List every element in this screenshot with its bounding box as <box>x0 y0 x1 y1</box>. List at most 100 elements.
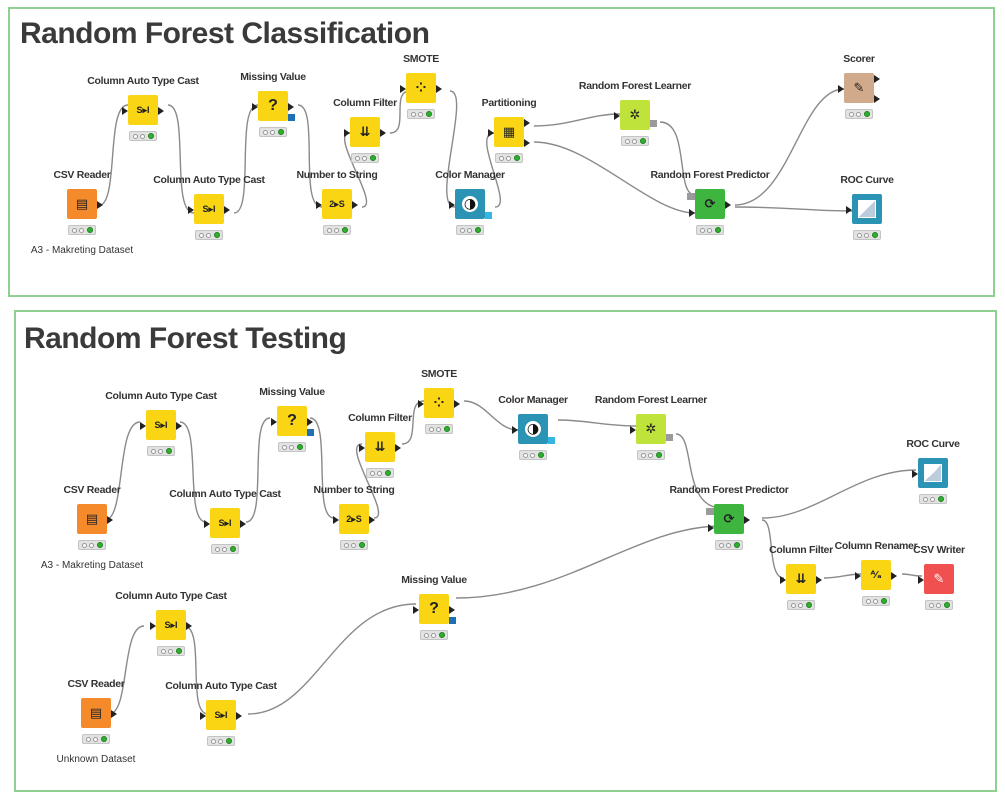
node-status-traffic-light <box>862 596 890 606</box>
node-label: CSV Reader <box>63 484 121 496</box>
node-roc-curve[interactable]: ROC Curve <box>868 438 998 522</box>
node-color-manager[interactable]: Color Manager ◑ <box>468 394 598 478</box>
node-label: Column Auto Type Cast <box>165 680 277 692</box>
color-drop-icon: ◑ <box>518 414 548 444</box>
node-status-traffic-light <box>787 600 815 610</box>
node-status-traffic-light <box>853 230 881 240</box>
node-column-auto-type-cast[interactable]: Column Auto Type Cast S▸I <box>106 590 236 674</box>
type-cast-icon: S▸I <box>156 610 186 640</box>
node-label: Partitioning <box>481 97 537 109</box>
node-label: CSV Reader <box>67 678 125 690</box>
node-status-traffic-light <box>425 424 453 434</box>
node-random-forest-predictor[interactable]: Random Forest Predictor ⟳ <box>664 484 794 568</box>
roc-icon <box>852 194 882 224</box>
node-missing-value[interactable]: Missing Value ? <box>369 574 499 658</box>
tree-learner-icon: ✲ <box>636 414 666 444</box>
node-status-traffic-light <box>351 153 379 163</box>
node-status-traffic-light <box>147 446 175 456</box>
node-label: Column Filter <box>333 97 397 109</box>
node-label: Random Forest Predictor <box>669 484 789 496</box>
node-label: Random Forest Learner <box>578 80 692 92</box>
node-label: CSV Writer <box>913 544 965 556</box>
node-scorer[interactable]: Scorer ✎ <box>794 53 924 137</box>
node-column-auto-type-cast[interactable]: Column Auto Type Cast S▸I <box>156 680 286 764</box>
node-roc-curve[interactable]: ROC Curve <box>802 174 932 258</box>
node-status-traffic-light <box>323 225 351 235</box>
node-color-manager[interactable]: Color Manager ◑ <box>405 169 535 253</box>
tree-learner-icon: ✲ <box>620 100 650 130</box>
node-status-traffic-light <box>621 136 649 146</box>
workflow-panel-classification: Random Forest Classification CSV Reader … <box>8 7 995 297</box>
node-label: Missing Value <box>240 71 306 83</box>
node-csv-reader[interactable]: CSV Reader ▤ A3 - Makreting Dataset <box>27 484 157 571</box>
scatter-icon: ⁘ <box>424 388 454 418</box>
convert-icon: 2▸S <box>322 189 352 219</box>
type-cast-icon: S▸I <box>146 410 176 440</box>
node-label: Column Filter <box>348 412 412 424</box>
node-label: Missing Value <box>401 574 467 586</box>
node-column-auto-type-cast[interactable]: Column Auto Type Cast S▸I <box>144 174 274 258</box>
node-column-renamer[interactable]: Column Renamer ᴬ⁄ₐ <box>811 540 941 624</box>
node-annotation: Unknown Dataset <box>56 754 136 765</box>
question-icon: ? <box>258 91 288 121</box>
scorer-icon: ✎ <box>844 73 874 103</box>
node-smote[interactable]: SMOTE ⁘ <box>356 53 486 137</box>
node-status-traffic-light <box>207 736 235 746</box>
node-csv-writer[interactable]: CSV Writer ✎ <box>874 544 1004 628</box>
node-label: Color Manager <box>498 394 568 406</box>
node-status-traffic-light <box>68 225 96 235</box>
node-csv-reader[interactable]: CSV Reader ▤ A3 - Makreting Dataset <box>17 169 147 256</box>
node-label: Random Forest Learner <box>594 394 708 406</box>
node-status-traffic-light <box>845 109 873 119</box>
node-missing-value[interactable]: Missing Value ? <box>208 71 338 155</box>
node-status-traffic-light <box>259 127 287 137</box>
tree-predictor-icon: ⟳ <box>714 504 744 534</box>
node-partitioning[interactable]: Partitioning ▦ <box>444 97 574 181</box>
node-label: Column Auto Type Cast <box>169 488 281 500</box>
grid-icon: ▦ <box>494 117 524 147</box>
workflow-panel-testing: Random Forest Testing CSV Reader ▤ <box>14 310 997 792</box>
node-status-traffic-light <box>456 225 484 235</box>
question-icon: ? <box>277 406 307 436</box>
node-status-traffic-light <box>82 734 110 744</box>
node-status-traffic-light <box>366 468 394 478</box>
type-cast-icon: S▸I <box>194 194 224 224</box>
node-column-filter[interactable]: Column Filter ⇊ <box>300 97 430 181</box>
node-label: Missing Value <box>259 386 325 398</box>
node-label: Column Filter <box>769 544 833 556</box>
node-missing-value[interactable]: Missing Value ? <box>227 386 357 470</box>
node-label: SMOTE <box>403 53 439 65</box>
node-status-traffic-light <box>637 450 665 460</box>
node-status-traffic-light <box>420 630 448 640</box>
tree-predictor-icon: ⟳ <box>695 189 725 219</box>
node-status-traffic-light <box>919 494 947 504</box>
node-column-filter[interactable]: Column Filter ⇊ <box>315 412 445 496</box>
node-status-traffic-light <box>211 544 239 554</box>
node-random-forest-learner[interactable]: Random Forest Learner ✲ <box>570 80 700 164</box>
node-number-to-string[interactable]: Number to String 2▸S <box>272 169 402 253</box>
node-random-forest-learner[interactable]: Random Forest Learner ✲ <box>586 394 716 478</box>
type-cast-icon: S▸I <box>210 508 240 538</box>
node-annotation: A3 - Makreting Dataset <box>30 245 134 256</box>
node-annotation: A3 - Makreting Dataset <box>40 560 144 571</box>
node-status-traffic-light <box>129 131 157 141</box>
node-status-traffic-light <box>278 442 306 452</box>
node-random-forest-predictor[interactable]: Random Forest Predictor ⟳ <box>645 169 775 253</box>
node-number-to-string[interactable]: Number to String 2▸S <box>289 484 419 568</box>
node-label: Column Auto Type Cast <box>115 590 227 602</box>
node-column-auto-type-cast[interactable]: Column Auto Type Cast S▸I <box>96 390 226 474</box>
node-label: Scorer <box>843 53 875 65</box>
question-icon: ? <box>419 594 449 624</box>
node-column-auto-type-cast[interactable]: Column Auto Type Cast S▸I <box>160 488 290 572</box>
node-column-auto-type-cast[interactable]: Column Auto Type Cast S▸I <box>78 75 208 159</box>
node-csv-reader-unknown[interactable]: CSV Reader ▤ Unknown Dataset <box>31 678 161 765</box>
roc-icon <box>918 458 948 488</box>
convert-icon: 2▸S <box>339 504 369 534</box>
node-smote[interactable]: SMOTE ⁘ <box>374 368 504 452</box>
table-reader-icon: ▤ <box>67 189 97 219</box>
node-status-traffic-light <box>519 450 547 460</box>
node-column-filter[interactable]: Column Filter ⇊ <box>736 544 866 628</box>
node-label: SMOTE <box>421 368 457 380</box>
type-cast-icon: S▸I <box>128 95 158 125</box>
node-status-traffic-light <box>78 540 106 550</box>
